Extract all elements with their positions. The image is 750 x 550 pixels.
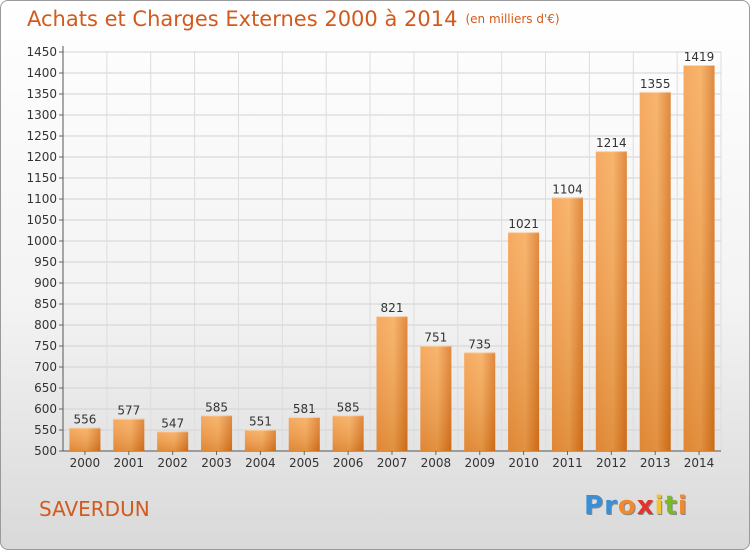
data-label: 821 — [381, 301, 404, 315]
chart-title: Achats et Charges Externes 2000 à 2014 (e… — [27, 7, 560, 31]
x-tick-label: 2002 — [157, 456, 188, 470]
labels: 500 550 600 650 700 750 800 850 900 950 1000 1050 11… — [26, 45, 714, 470]
bar-shade — [420, 345, 452, 451]
bar-shade — [244, 429, 276, 451]
data-label: 751 — [424, 331, 447, 345]
data-label: 1355 — [640, 77, 671, 91]
bar-2007 — [376, 316, 408, 451]
bar-shade — [639, 91, 671, 452]
bar-2003 — [201, 415, 233, 451]
bar-shade — [201, 415, 233, 451]
bar-2013 — [639, 91, 671, 452]
y-tick-label: 700 — [34, 360, 57, 374]
y-tick-label: 1050 — [26, 213, 57, 227]
y-tick-label: 850 — [34, 297, 57, 311]
bar-2001 — [113, 418, 145, 451]
y-tick-label: 600 — [34, 402, 57, 416]
data-label: 1104 — [552, 182, 583, 196]
y-tick-label: 1200 — [26, 150, 57, 164]
bar-shade — [332, 415, 364, 451]
brand-letter: r — [604, 491, 618, 521]
bar-shade — [508, 232, 540, 451]
x-tick-label: 2013 — [640, 456, 671, 470]
bar-2014 — [683, 65, 715, 452]
data-label: 1021 — [508, 217, 539, 231]
x-tick-label: 2012 — [596, 456, 627, 470]
y-tick-label: 1000 — [26, 234, 57, 248]
x-tick-label: 2014 — [684, 456, 715, 470]
data-label: 556 — [73, 412, 96, 426]
data-label: 551 — [249, 415, 272, 429]
bar-2011 — [551, 197, 583, 451]
bar-2006 — [332, 415, 364, 451]
y-tick-label: 1150 — [26, 171, 57, 185]
bar-2005 — [288, 416, 320, 451]
bar-2012 — [595, 151, 627, 451]
x-tick-label: 2001 — [114, 456, 145, 470]
bar-2009 — [464, 352, 496, 451]
data-label: 547 — [161, 416, 184, 430]
bar-2004 — [244, 429, 276, 451]
bar-shade — [288, 416, 320, 451]
y-tick-label: 650 — [34, 381, 57, 395]
x-tick-label: 2004 — [245, 456, 276, 470]
bar-shade — [113, 418, 145, 451]
data-label: 577 — [117, 404, 140, 418]
place-name: SAVERDUN — [39, 497, 150, 521]
bar-shade — [376, 316, 408, 451]
brand-letter: i — [677, 491, 688, 521]
brand-letter: t — [664, 491, 678, 521]
data-label: 735 — [468, 337, 491, 351]
y-tick-label: 550 — [34, 423, 57, 437]
data-label: 1419 — [684, 50, 715, 64]
data-label: 585 — [337, 400, 360, 414]
bar-shade — [595, 151, 627, 451]
x-tick-label: 2006 — [333, 456, 364, 470]
chart-title-text: Achats et Charges Externes 2000 à 2014 — [27, 7, 458, 31]
brand-letter: P — [584, 491, 605, 521]
y-tick-label: 500 — [34, 444, 57, 458]
y-tick-label: 750 — [34, 339, 57, 353]
x-tick-label: 2000 — [70, 456, 101, 470]
y-tick-label: 1300 — [26, 108, 57, 122]
bar-shade — [551, 197, 583, 451]
x-tick-label: 2005 — [289, 456, 320, 470]
brand-logo: Proxiti — [584, 491, 688, 521]
y-tick-label: 1450 — [26, 45, 57, 59]
y-tick-label: 1250 — [26, 129, 57, 143]
x-tick-label: 2007 — [377, 456, 408, 470]
y-tick-label: 1350 — [26, 87, 57, 101]
bar-shade — [464, 352, 496, 451]
x-tick-label: 2009 — [464, 456, 495, 470]
y-tick-label: 1100 — [26, 192, 57, 206]
x-tick-label: 2011 — [552, 456, 583, 470]
x-tick-label: 2010 — [508, 456, 539, 470]
bar-2002 — [157, 431, 189, 451]
brand-letter: x — [636, 491, 655, 521]
y-tick-label: 800 — [34, 318, 57, 332]
x-tick-label: 2003 — [201, 456, 232, 470]
bar-2008 — [420, 345, 452, 451]
brand-letter: i — [654, 491, 665, 521]
data-label: 1214 — [596, 136, 627, 150]
y-tick-label: 950 — [34, 255, 57, 269]
data-label: 585 — [205, 400, 228, 414]
bar-shade — [683, 65, 715, 452]
bar-2010 — [508, 232, 540, 451]
chart-subtitle: (en milliers d'€) — [465, 12, 560, 26]
data-label: 581 — [293, 402, 316, 416]
bar-shade — [69, 427, 101, 451]
x-tick-label: 2008 — [421, 456, 452, 470]
y-tick-label: 1400 — [26, 66, 57, 80]
bar-shade — [157, 431, 189, 451]
bar-2000 — [69, 427, 101, 451]
bars — [69, 65, 715, 452]
brand-letter: o — [617, 491, 637, 521]
y-tick-label: 900 — [34, 276, 57, 290]
